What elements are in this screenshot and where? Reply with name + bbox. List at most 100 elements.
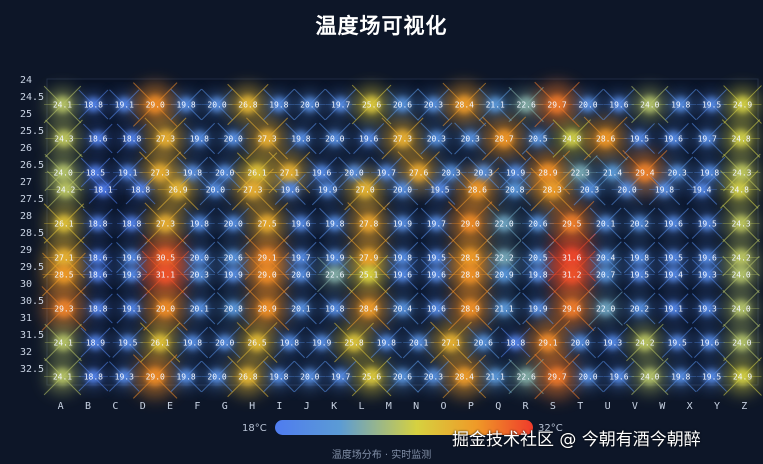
heatmap-cell[interactable]: 20.3 — [668, 165, 687, 180]
heatmap-cell[interactable]: 27.8 — [359, 214, 378, 233]
heatmap-cell[interactable]: 20.9 — [494, 266, 514, 283]
heatmap-cell[interactable]: 20.4 — [596, 249, 615, 266]
heatmap-cell[interactable]: 29.1 — [257, 248, 277, 267]
heatmap-cell[interactable]: 18.8 — [84, 369, 103, 384]
heatmap-cell[interactable]: 25.1 — [359, 265, 378, 284]
heatmap-cell[interactable]: 19.7 — [427, 216, 446, 231]
heatmap-cell[interactable]: 19.6 — [609, 369, 629, 384]
heatmap-cell[interactable]: 24.0 — [732, 334, 752, 351]
heatmap-cell[interactable]: 19.8 — [528, 267, 548, 282]
heatmap-cell[interactable]: 19.6 — [698, 250, 717, 265]
heatmap-cell[interactable]: 18.8 — [88, 216, 108, 231]
heatmap-cell[interactable]: 24.8 — [730, 181, 749, 198]
heatmap-cell[interactable]: 26.5 — [247, 333, 267, 352]
heatmap-cell[interactable]: 19.6 — [393, 267, 412, 282]
heatmap-cell[interactable]: 27.6 — [409, 163, 428, 182]
heatmap-cell[interactable]: 28.4 — [455, 367, 474, 386]
heatmap-cell[interactable]: 27.3 — [150, 163, 170, 182]
heatmap-cell[interactable]: 19.7 — [291, 250, 311, 265]
heatmap-cell[interactable]: 29.4 — [635, 163, 655, 182]
heatmap-cell[interactable]: 18.8 — [131, 182, 150, 197]
heatmap-cell[interactable]: 19.6 — [427, 267, 446, 282]
heatmap-cell[interactable]: 20.1 — [291, 301, 311, 316]
heatmap-cell[interactable]: 31.2 — [561, 264, 582, 285]
heatmap-cell[interactable]: 19.3 — [122, 267, 141, 282]
heatmap-cell[interactable]: 20.5 — [528, 249, 548, 266]
heatmap-cell[interactable]: 19.5 — [702, 369, 721, 384]
heatmap-cell[interactable]: 20.4 — [393, 300, 412, 317]
heatmap-cell[interactable]: 22.2 — [494, 249, 514, 266]
heatmap-cell[interactable]: 18.1 — [93, 182, 113, 197]
heatmap-cell[interactable]: 29.1 — [538, 333, 558, 352]
heatmap-cell[interactable]: 20.1 — [190, 301, 209, 316]
heatmap-cell[interactable]: 20.0 — [215, 335, 235, 350]
heatmap-cell[interactable]: 24.0 — [640, 368, 660, 385]
heatmap-cell[interactable]: 29.0 — [156, 299, 175, 318]
heatmap-cell[interactable]: 20.6 — [224, 249, 243, 266]
heatmap-cell[interactable]: 20.0 — [300, 369, 320, 384]
heatmap-cell[interactable]: 28.9 — [461, 299, 480, 318]
heatmap-cell[interactable]: 19.8 — [671, 97, 691, 112]
heatmap-cell[interactable]: 29.7 — [547, 366, 567, 387]
heatmap-cell[interactable]: 22.6 — [517, 96, 536, 113]
heatmap-cell[interactable]: 20.0 — [578, 97, 598, 112]
heatmap-cell[interactable]: 24.2 — [731, 249, 751, 266]
heatmap-cell[interactable]: 20.0 — [206, 182, 225, 197]
heatmap-cell[interactable]: 28.6 — [468, 180, 487, 199]
heatmap-cell[interactable]: 19.5 — [427, 250, 446, 265]
heatmap-cell[interactable]: 20.0 — [207, 369, 227, 384]
heatmap-cell[interactable]: 22.0 — [596, 300, 615, 317]
heatmap-cell[interactable]: 19.8 — [190, 131, 209, 146]
heatmap-cell[interactable]: 26.9 — [168, 180, 188, 199]
heatmap-cell[interactable]: 19.3 — [603, 335, 622, 350]
heatmap-cell[interactable]: 27.3 — [156, 214, 175, 233]
heatmap-cell[interactable]: 20.7 — [596, 266, 615, 283]
heatmap-cell[interactable]: 29.3 — [54, 299, 74, 318]
heatmap-cell[interactable]: 25.8 — [344, 333, 364, 352]
heatmap-cell[interactable]: 19.5 — [118, 335, 138, 350]
heatmap-cell[interactable]: 27.3 — [156, 129, 175, 148]
heatmap-cell[interactable]: 19.8 — [280, 335, 299, 350]
heatmap-cell[interactable]: 20.3 — [461, 131, 480, 146]
heatmap-cell[interactable]: 20.0 — [300, 97, 320, 112]
heatmap-cell[interactable]: 24.3 — [732, 164, 752, 181]
heatmap-cell[interactable]: 27.3 — [243, 180, 263, 199]
heatmap-cell[interactable]: 19.9 — [312, 335, 332, 350]
heatmap-cell[interactable]: 20.3 — [424, 97, 443, 112]
heatmap-cell[interactable]: 26.8 — [238, 95, 258, 114]
heatmap-cell[interactable]: 19.1 — [122, 301, 141, 316]
heatmap-cell[interactable]: 20.0 — [617, 182, 637, 197]
heatmap-cell[interactable]: 20.0 — [578, 369, 598, 384]
heatmap-cell[interactable]: 19.4 — [692, 182, 712, 197]
heatmap-cell[interactable]: 20.6 — [393, 368, 412, 385]
heatmap-cell[interactable]: 28.9 — [538, 163, 558, 182]
heatmap-cell[interactable]: 20.6 — [393, 96, 412, 113]
heatmap-cell[interactable]: 21.1 — [494, 300, 514, 317]
heatmap-cell[interactable]: 19.6 — [700, 335, 719, 350]
heatmap-cell[interactable]: 27.0 — [355, 180, 375, 199]
heatmap-cell[interactable]: 24.9 — [733, 368, 752, 385]
heatmap-cell[interactable]: 29.0 — [461, 214, 480, 233]
heatmap-cell[interactable]: 28.6 — [596, 129, 615, 148]
heatmap-cell[interactable]: 20.3 — [190, 267, 209, 282]
heatmap-cell[interactable]: 19.8 — [393, 250, 412, 265]
heatmap-cell[interactable]: 29.7 — [547, 94, 567, 115]
heatmap-cell[interactable]: 20.0 — [291, 267, 311, 282]
heatmap-cell[interactable]: 19.8 — [655, 182, 674, 197]
heatmap-cell[interactable]: 19.9 — [224, 267, 243, 282]
heatmap-cell[interactable]: 20.1 — [409, 335, 428, 350]
heatmap-cell[interactable]: 19.6 — [427, 301, 446, 316]
heatmap-cell[interactable]: 19.8 — [630, 250, 649, 265]
heatmap-cell[interactable]: 20.0 — [215, 165, 235, 180]
heatmap-cell[interactable]: 28.5 — [54, 265, 74, 284]
heatmap-cell[interactable]: 27.3 — [257, 129, 277, 148]
heatmap-cell[interactable]: 26.8 — [238, 367, 258, 386]
heatmap-cell[interactable]: 19.8 — [291, 131, 311, 146]
heatmap-cell[interactable]: 24.3 — [731, 215, 751, 232]
heatmap-cell[interactable]: 20.0 — [344, 165, 364, 180]
heatmap-cell[interactable]: 19.9 — [325, 250, 345, 265]
heatmap-cell[interactable]: 24.0 — [640, 96, 660, 113]
heatmap-cell[interactable]: 24.8 — [562, 130, 582, 147]
heatmap-cell[interactable]: 25.6 — [362, 367, 381, 386]
heatmap-cell[interactable]: 19.5 — [668, 335, 687, 350]
